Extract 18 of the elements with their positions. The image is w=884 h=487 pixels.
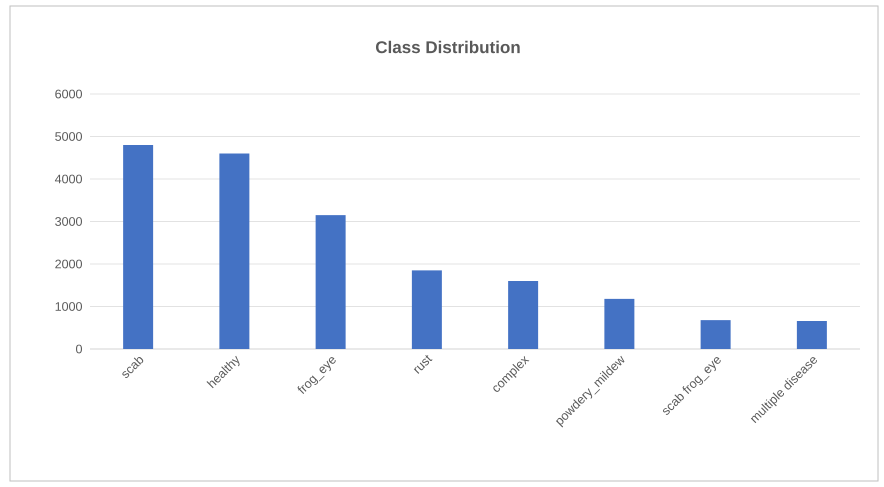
y-tick-label: 2000 xyxy=(55,260,82,268)
chart-title: Class Distribution xyxy=(376,40,520,54)
y-tick-label: 1000 xyxy=(56,302,82,311)
bar xyxy=(123,145,154,349)
x-tick-label: rust xyxy=(414,354,432,374)
y-tick-label: 5000 xyxy=(55,132,82,141)
y-tick-label: 4000 xyxy=(54,174,82,184)
bar xyxy=(219,154,250,349)
x-tick-label: scab xyxy=(122,356,144,378)
bar xyxy=(604,298,634,349)
bar xyxy=(508,281,538,349)
bar xyxy=(316,215,346,349)
y-tick-label: 3000 xyxy=(55,217,82,226)
bar xyxy=(412,270,442,349)
bar xyxy=(700,320,731,349)
y-tick-label: 0 xyxy=(76,344,82,354)
bar xyxy=(796,320,827,349)
y-tick-label: 6000 xyxy=(55,90,82,98)
